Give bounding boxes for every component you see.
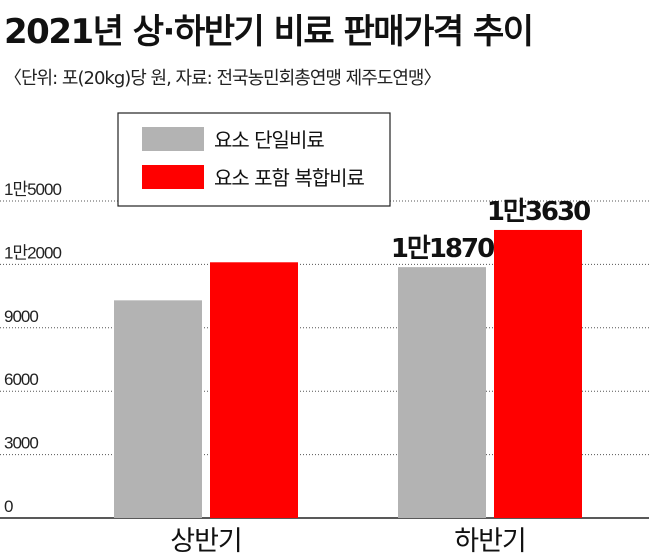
y-tick-label: 1만5000	[4, 180, 61, 199]
y-tick-label: 1만2000	[4, 243, 61, 262]
x-category-label: 하반기	[454, 526, 526, 556]
chart-subtitle: 〈단위: 포(20kg)당 원, 자료: 전국농민회총연맹 제주도연맹〉	[4, 68, 441, 89]
legend-swatch	[142, 127, 204, 151]
data-label: 1만3630	[487, 197, 590, 227]
bar-layer	[114, 229, 582, 518]
legend-label: 요소 단일비료	[214, 128, 324, 152]
bar	[494, 229, 582, 518]
y-tick-label: 0	[4, 497, 13, 516]
chart-title: 2021년 상·하반기 비료 판매가격 추이	[4, 12, 534, 52]
data-label: 1만1870	[391, 234, 494, 264]
bar	[210, 262, 298, 518]
legend-label: 요소 포함 복합비료	[214, 166, 365, 190]
y-tick-label: 6000	[4, 370, 38, 389]
x-category-label: 상반기	[170, 526, 242, 556]
y-tick-label: 3000	[4, 434, 38, 453]
legend-swatch	[142, 165, 204, 189]
bar	[398, 267, 486, 518]
y-tick-label: 9000	[4, 307, 38, 326]
bar	[114, 300, 202, 518]
legend-box	[117, 112, 391, 207]
label-layer: 0 3000 6000 9000 1만2000 1만5000 상반기 하반기 1만1870 1만3…	[4, 180, 592, 556]
